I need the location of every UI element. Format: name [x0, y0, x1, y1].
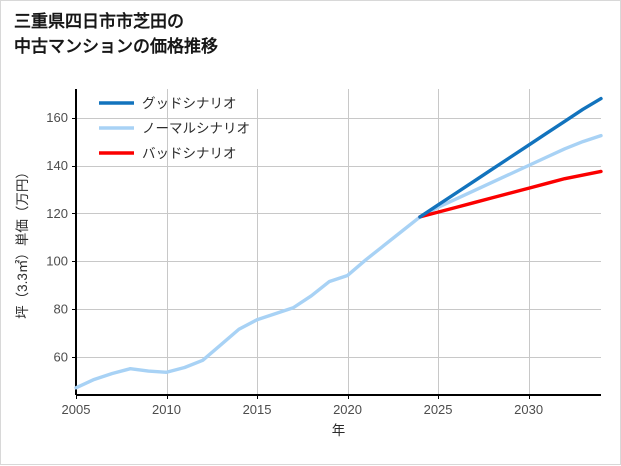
x-tick-label: 2030: [514, 402, 543, 417]
y-tick-label: 120: [46, 206, 68, 221]
x-tick-label: 2015: [243, 402, 272, 417]
x-tick-label: 2020: [333, 402, 362, 417]
y-tick-label: 80: [54, 301, 68, 316]
legend-label: バッドシナリオ: [142, 146, 237, 161]
legend-label: グッドシナリオ: [142, 96, 237, 111]
x-tick-label: 2025: [424, 402, 453, 417]
tick-labels-group: 60 80 100 120 140 160 2005 2010 2015 2020 2025 2030: [46, 110, 543, 417]
y-tick-label: 160: [46, 110, 68, 125]
y-axis-title: 坪（3.3㎡）単価（万円）: [15, 165, 30, 319]
x-axis-title: 年: [332, 423, 346, 438]
y-tick-label: 60: [54, 349, 68, 364]
y-tick-label: 140: [46, 158, 68, 173]
legend-label: ノーマルシナリオ: [142, 121, 250, 136]
x-tick-label: 2005: [62, 402, 91, 417]
axis-titles-group: 年 坪（3.3㎡）単価（万円）: [15, 165, 345, 438]
y-tick-label: 100: [46, 254, 68, 269]
series-line: [418, 96, 603, 219]
x-tick-label: 2010: [152, 402, 181, 417]
data-series-group: [74, 96, 603, 390]
tick-marks-group: [72, 117, 531, 399]
chart-title: 三重県四日市市芝田の 中古マンションの価格推移: [14, 12, 218, 56]
axis-lines-group: [75, 89, 601, 396]
series-line: [74, 133, 603, 390]
series-line: [418, 169, 603, 219]
